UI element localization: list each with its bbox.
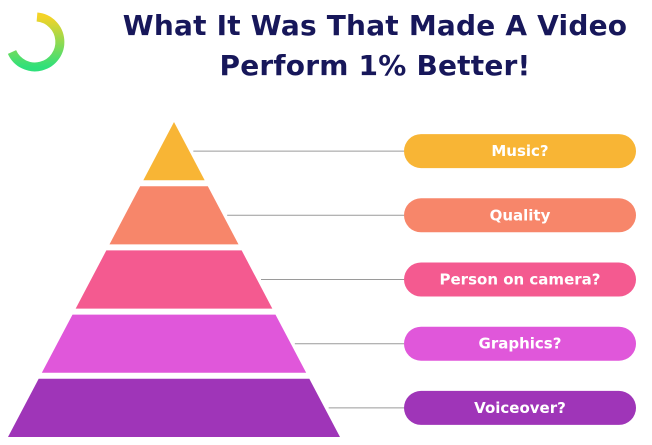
label-pill bbox=[404, 326, 636, 361]
level-label: Quality bbox=[490, 206, 551, 224]
label-pill bbox=[404, 198, 636, 233]
label-pill bbox=[404, 134, 636, 169]
pyramid-level bbox=[143, 122, 205, 181]
pyramid-level bbox=[75, 250, 273, 309]
level-label: Graphics? bbox=[479, 335, 562, 353]
logo bbox=[7, 12, 65, 72]
label-pill bbox=[404, 262, 636, 297]
title: What It Was That Made A Video Perform 1%… bbox=[122, 9, 628, 82]
pyramid-level bbox=[109, 186, 239, 245]
level-label: Music? bbox=[491, 142, 548, 160]
level-label: Voiceover? bbox=[474, 399, 566, 417]
label-pill bbox=[404, 390, 636, 425]
pyramid-level bbox=[41, 314, 307, 373]
level-label: Person on camera? bbox=[440, 271, 601, 289]
pyramid-level bbox=[8, 378, 340, 437]
